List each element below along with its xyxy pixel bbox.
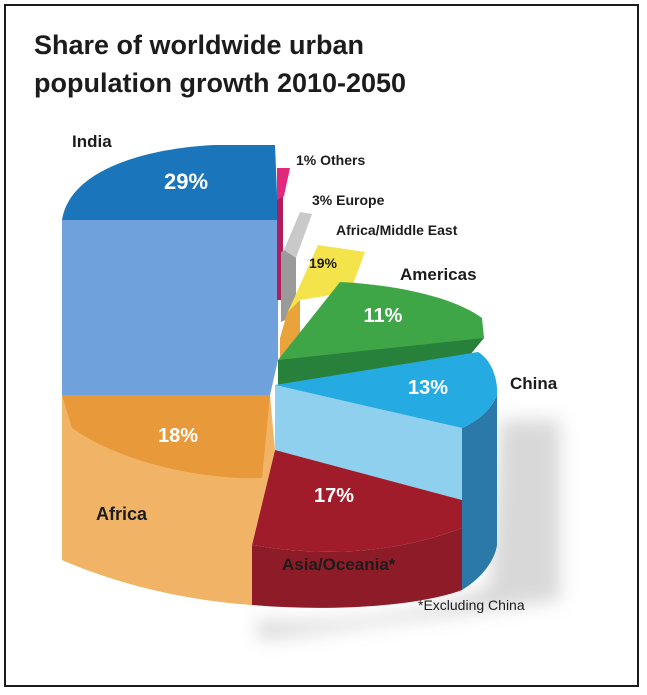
chart-title: Share of worldwide urban population grow… [34,30,407,98]
slice-top-asia-oceania [252,450,462,552]
slice-top-americas [278,282,484,360]
value-label-africa: 18% [158,425,198,447]
slice-top-europe [284,212,312,258]
value-label-india: 29% [164,169,208,194]
category-label-africa-middle-east: Africa/Middle East [336,222,458,238]
chart-shadow [255,420,560,640]
chart-footnote: *Excluding China [418,597,525,613]
slice-top-africa-middle-east [288,245,365,312]
value-label-africa-middle-east: 19% [309,255,338,271]
slice-top-others [277,168,290,200]
slice-side-europe [281,244,296,322]
category-label-europe: 3% Europe [312,192,385,208]
value-label-china: 13% [408,377,448,399]
slice-top-china [275,352,498,428]
category-label-africa: Africa [96,504,148,524]
category-label-americas: Americas [400,265,477,284]
category-label-others: 1% Others [296,152,365,168]
slice-side-china-outer [462,395,497,590]
value-label-americas: 11% [364,305,403,327]
slice-top-africa [62,395,270,479]
category-label-china: China [510,374,558,393]
slice-side-china-inner [275,385,462,500]
category-label-asia-oceania: Asia/Oceania* [282,555,396,574]
slice-side-india-outer [62,220,278,395]
slice-top-india [62,145,278,220]
category-label-india: India [72,132,112,151]
value-label-asia-oceania: 17% [314,485,354,507]
slice-side-asia-oceania [252,528,462,608]
